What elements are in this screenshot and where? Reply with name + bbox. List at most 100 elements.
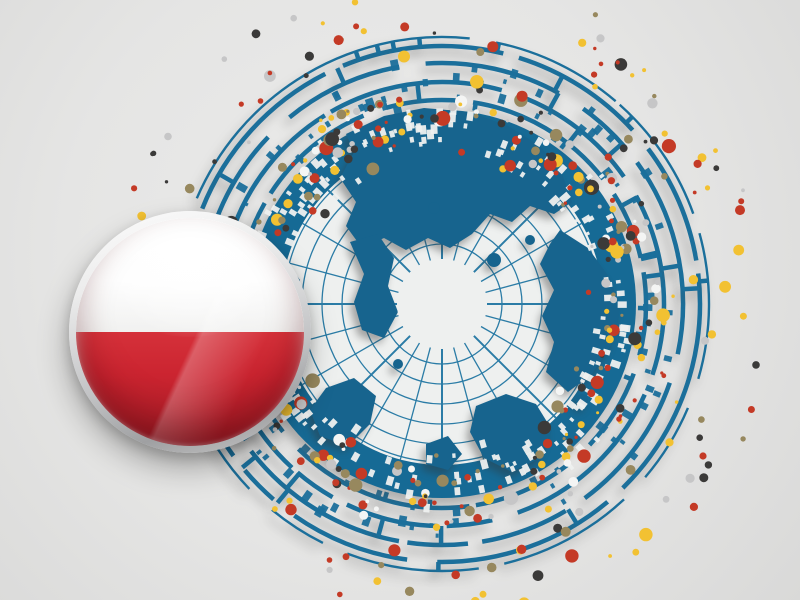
dot: [567, 185, 573, 191]
dot: [609, 218, 614, 224]
dot: [326, 566, 333, 574]
dot: [366, 162, 380, 176]
dot: [697, 153, 707, 163]
dot: [339, 442, 346, 448]
dot: [464, 505, 475, 517]
dot: [656, 308, 670, 323]
dot: [553, 170, 559, 176]
dot: [345, 437, 357, 448]
dot: [592, 83, 598, 90]
dot: [358, 500, 368, 510]
dot: [388, 544, 401, 557]
dot: [311, 146, 320, 155]
dot: [164, 180, 169, 184]
dot: [436, 474, 449, 487]
dot: [590, 244, 594, 248]
dot: [693, 159, 702, 168]
continent-center_left: [350, 234, 398, 338]
dot: [689, 502, 699, 511]
dot: [652, 93, 657, 99]
dot: [304, 51, 314, 61]
dot: [561, 452, 571, 461]
dot: [701, 336, 709, 345]
dot: [283, 199, 293, 209]
dot: [349, 141, 355, 147]
dot: [654, 329, 661, 336]
dot: [560, 526, 571, 537]
dot: [486, 562, 497, 573]
dot: [577, 449, 591, 463]
dot: [340, 469, 350, 479]
dot: [566, 445, 574, 452]
dot: [747, 406, 755, 413]
dot: [212, 159, 218, 165]
dot: [371, 135, 376, 140]
dot: [620, 313, 624, 317]
dot: [645, 319, 653, 327]
dot: [377, 101, 383, 108]
dot: [587, 389, 596, 398]
dot: [267, 70, 273, 76]
dot: [378, 562, 385, 569]
dot: [704, 461, 713, 469]
dot: [403, 115, 412, 124]
dot: [497, 485, 503, 490]
badge-inner-shadow: [76, 218, 304, 446]
dot: [517, 115, 524, 123]
dot: [341, 447, 346, 451]
dot: [585, 289, 592, 295]
dot: [707, 330, 717, 339]
dot: [355, 467, 368, 480]
dot: [384, 120, 388, 124]
dot: [562, 437, 566, 441]
dot: [473, 113, 479, 119]
dot: [587, 185, 594, 193]
dot: [330, 165, 340, 175]
dot: [305, 373, 320, 389]
dot: [396, 96, 403, 103]
dot: [538, 158, 544, 163]
dot: [555, 386, 565, 396]
dot: [752, 361, 760, 369]
dot: [400, 22, 410, 32]
dot: [642, 219, 650, 227]
poland-flag-badge: [69, 211, 311, 453]
dot: [470, 75, 484, 89]
dot: [564, 432, 569, 437]
dot: [671, 294, 675, 298]
dot: [398, 50, 410, 63]
continent-south_center: [426, 436, 462, 470]
dot: [537, 420, 552, 435]
dot: [519, 597, 529, 600]
dot: [539, 474, 546, 481]
island: [525, 235, 535, 245]
dot: [325, 132, 339, 147]
dot: [353, 120, 363, 129]
dot: [455, 95, 468, 108]
dot: [605, 256, 611, 262]
dot: [624, 134, 633, 144]
dot: [528, 482, 537, 491]
dot: [535, 450, 544, 459]
dot: [547, 152, 557, 162]
dot: [598, 61, 604, 67]
dot: [271, 445, 277, 451]
dot: [632, 548, 640, 556]
dot: [184, 183, 195, 194]
dot: [615, 60, 620, 65]
dot: [432, 500, 437, 506]
dot: [611, 292, 616, 298]
dot: [517, 134, 522, 139]
dot: [625, 465, 636, 475]
dot: [353, 23, 360, 30]
dot: [296, 457, 305, 465]
dot: [704, 185, 711, 191]
dot: [598, 349, 605, 357]
dot: [607, 177, 616, 185]
dot: [503, 490, 519, 505]
dot: [605, 335, 614, 344]
dot: [660, 371, 664, 375]
dot: [563, 459, 572, 467]
dot: [328, 115, 335, 121]
dot: [458, 148, 466, 156]
